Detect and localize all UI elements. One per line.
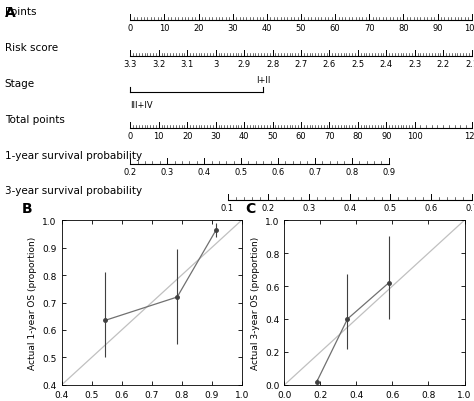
- Text: Points: Points: [5, 7, 36, 17]
- Y-axis label: Actual 1-year OS (proportion): Actual 1-year OS (proportion): [28, 236, 37, 369]
- Text: 3-year survival probability: 3-year survival probability: [5, 186, 142, 196]
- Text: A: A: [5, 6, 16, 20]
- Text: 90: 90: [432, 24, 443, 33]
- Text: 30: 30: [210, 132, 221, 141]
- Text: 70: 70: [364, 24, 374, 33]
- Text: 80: 80: [398, 24, 409, 33]
- Text: 2.4: 2.4: [380, 60, 393, 69]
- Text: 2.5: 2.5: [351, 60, 365, 69]
- Text: 40: 40: [262, 24, 272, 33]
- Text: 100: 100: [464, 24, 474, 33]
- Text: III+IV: III+IV: [130, 101, 153, 110]
- Text: 80: 80: [353, 132, 363, 141]
- Text: 0.2: 0.2: [262, 203, 275, 212]
- Text: 0.9: 0.9: [382, 168, 395, 176]
- Text: 0: 0: [128, 24, 133, 33]
- Text: 0.8: 0.8: [345, 168, 358, 176]
- Text: 2.8: 2.8: [266, 60, 279, 69]
- Text: 0: 0: [128, 132, 133, 141]
- Text: 120: 120: [464, 132, 474, 141]
- Text: 10: 10: [159, 24, 170, 33]
- Text: 2.7: 2.7: [294, 60, 308, 69]
- Text: 90: 90: [381, 132, 392, 141]
- Text: 2.3: 2.3: [408, 60, 421, 69]
- Text: 1-year survival probability: 1-year survival probability: [5, 150, 142, 160]
- Text: 0.3: 0.3: [161, 168, 174, 176]
- Text: 0.7: 0.7: [465, 203, 474, 212]
- Text: 3: 3: [213, 60, 219, 69]
- Text: Stage: Stage: [5, 79, 35, 88]
- Text: 0.4: 0.4: [198, 168, 211, 176]
- Text: 0.6: 0.6: [424, 203, 438, 212]
- Text: 0.5: 0.5: [384, 203, 397, 212]
- Text: 3.1: 3.1: [181, 60, 194, 69]
- Text: Total points: Total points: [5, 114, 64, 124]
- Y-axis label: Actual 3-year OS (proportion): Actual 3-year OS (proportion): [251, 236, 260, 369]
- Text: 100: 100: [407, 132, 423, 141]
- Text: 3.3: 3.3: [124, 60, 137, 69]
- Text: 10: 10: [154, 132, 164, 141]
- Text: 20: 20: [193, 24, 204, 33]
- Text: 40: 40: [239, 132, 249, 141]
- Text: I+II: I+II: [256, 76, 270, 85]
- Text: C: C: [245, 202, 255, 216]
- Text: 0.2: 0.2: [124, 168, 137, 176]
- Text: Risk score: Risk score: [5, 43, 58, 53]
- Text: 60: 60: [296, 132, 306, 141]
- Text: 0.1: 0.1: [221, 203, 234, 212]
- Text: 0.6: 0.6: [271, 168, 284, 176]
- Text: 0.4: 0.4: [343, 203, 356, 212]
- Text: 2.2: 2.2: [437, 60, 450, 69]
- Text: 20: 20: [182, 132, 192, 141]
- Text: B: B: [22, 202, 33, 216]
- Text: 2.1: 2.1: [465, 60, 474, 69]
- Text: 50: 50: [296, 24, 306, 33]
- Text: 0.5: 0.5: [235, 168, 247, 176]
- Text: 2.6: 2.6: [323, 60, 336, 69]
- Text: 70: 70: [324, 132, 335, 141]
- Text: 60: 60: [330, 24, 340, 33]
- Text: 0.7: 0.7: [308, 168, 321, 176]
- Text: 50: 50: [267, 132, 278, 141]
- Text: 2.9: 2.9: [237, 60, 251, 69]
- Text: 30: 30: [228, 24, 238, 33]
- Text: 3.2: 3.2: [152, 60, 165, 69]
- Text: 0.3: 0.3: [302, 203, 316, 212]
